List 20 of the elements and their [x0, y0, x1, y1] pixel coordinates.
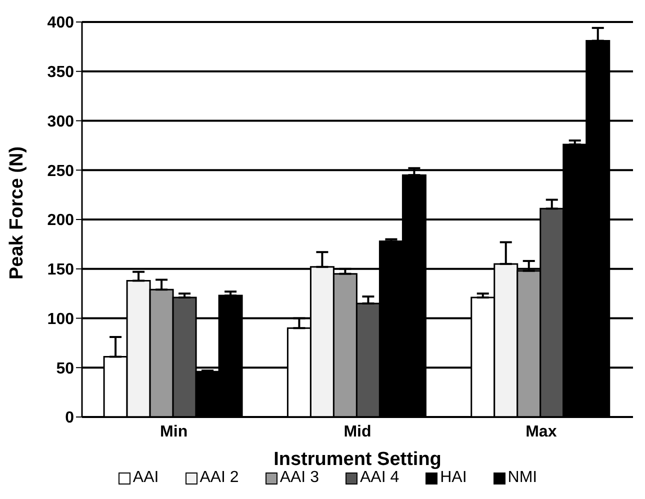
legend-label: AAI 4 — [358, 469, 400, 487]
y-tick-label: 250 — [47, 162, 74, 180]
y-axis-title: Peak Force (N) — [6, 146, 28, 280]
y-tick-label: 400 — [47, 14, 74, 32]
y-tick-label: 300 — [47, 113, 74, 130]
legend-label: HAI — [439, 469, 467, 487]
x-tick-label: Mid — [344, 423, 372, 440]
y-tick-label: 0 — [65, 410, 74, 427]
legend-label: AAI — [132, 469, 159, 487]
y-tick-label: 50 — [56, 360, 74, 378]
legend-label: NMI — [506, 469, 538, 487]
y-tick-label: 350 — [47, 64, 74, 82]
y-tick-label: 100 — [47, 310, 74, 328]
x-tick-label: Min — [160, 423, 188, 440]
y-tick-label: 150 — [47, 262, 74, 279]
legend-label: AAI 3 — [278, 469, 319, 487]
legend-label: AAI 2 — [198, 469, 239, 487]
x-axis-title: Instrument Setting — [274, 449, 442, 470]
y-tick-label: 200 — [47, 212, 74, 230]
x-tick-label: Max — [526, 423, 557, 440]
